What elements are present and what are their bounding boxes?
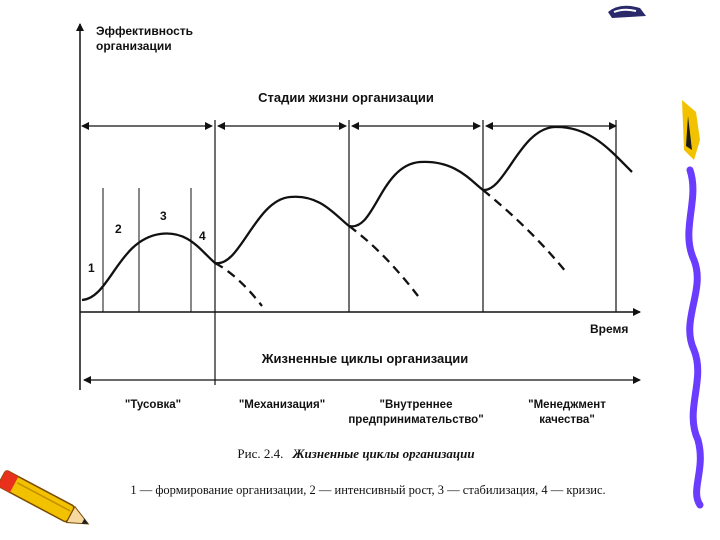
phase-number-1: 1	[88, 261, 95, 275]
stage-label-2: "Механизация"	[239, 399, 325, 411]
paint-tube-icon	[608, 5, 646, 18]
stage-label-3-line2: предпринимательство"	[348, 414, 483, 426]
ribbon-decoration-icon	[682, 100, 704, 509]
y-axis-label-line1: Эффективность	[96, 24, 193, 38]
y-axis-label-line2: организации	[96, 39, 172, 53]
phase-number-2: 2	[115, 222, 122, 236]
phase-number-4: 4	[199, 229, 206, 243]
stage-label-3-line1: "Внутреннее	[380, 399, 453, 411]
x-axis-label: Время	[590, 322, 628, 336]
phase-dividers	[102, 188, 192, 312]
caption-title: Жизненные циклы организации	[292, 446, 475, 461]
stage-dividers	[214, 120, 617, 385]
stage-label-1: "Тусовка"	[125, 399, 181, 411]
phase-number-3: 3	[160, 209, 167, 223]
caption-prefix: Рис. 2.4.	[237, 446, 283, 461]
cycles-header: Жизненные циклы организации	[261, 351, 468, 366]
pencil-icon	[0, 470, 90, 525]
stage-label-4-line2: качества"	[539, 414, 595, 426]
decline-branches	[214, 189, 567, 307]
stage-label-4-line1: "Менеджмент	[528, 399, 606, 411]
caption-legend: 1 — формирование организации, 2 — интенс…	[130, 483, 605, 497]
stages-header: Стадии жизни организации	[258, 90, 434, 105]
figure-caption: Рис. 2.4. Жизненные циклы организации	[237, 446, 474, 461]
